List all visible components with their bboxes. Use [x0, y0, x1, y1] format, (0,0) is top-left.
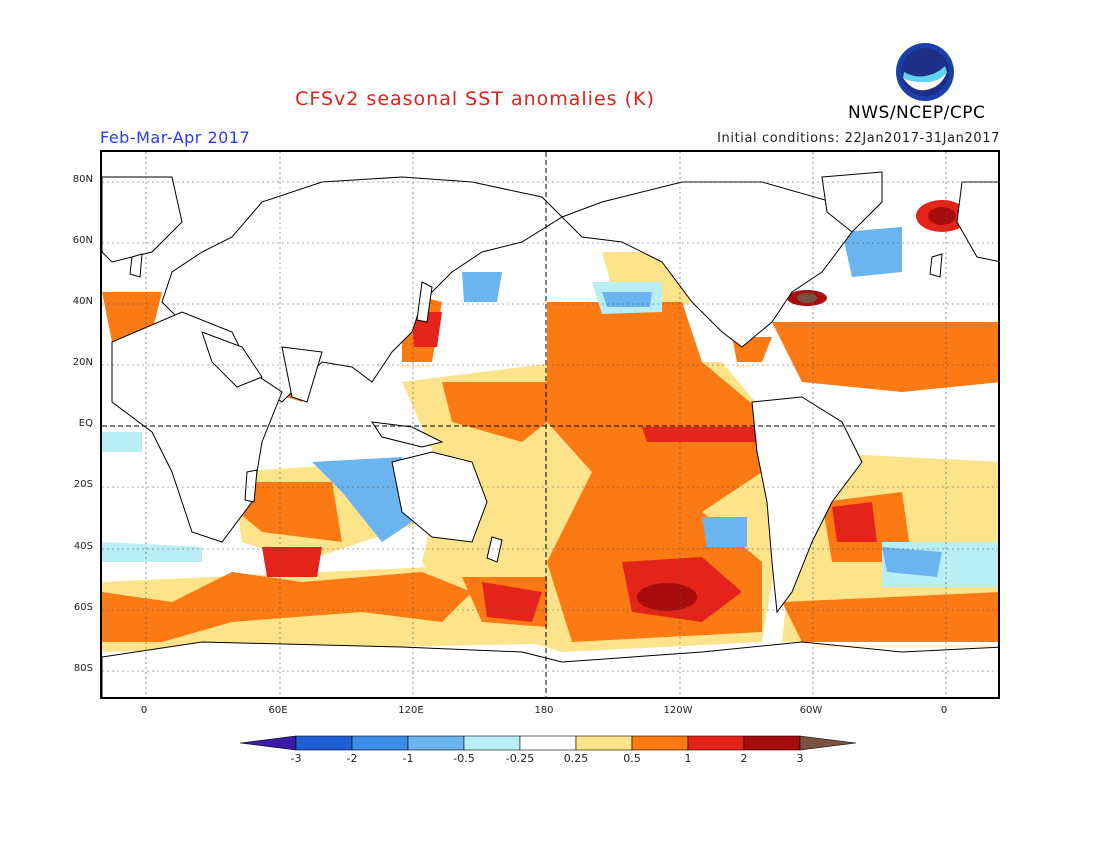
colorbar [240, 735, 857, 751]
grid-lines [102, 152, 998, 697]
colorbar-segment [575, 735, 633, 751]
lon-label: 0 [140, 705, 148, 716]
colorbar-arrow-high [799, 735, 857, 751]
colorbar-segment [687, 735, 745, 751]
lon-label: 0 [940, 705, 948, 716]
cool-anomaly-fill [102, 202, 998, 587]
colorbar-segment [743, 735, 801, 751]
colorbar-segment [519, 735, 577, 751]
lat-label: 80N [72, 174, 93, 185]
lon-label: 120E [398, 705, 424, 716]
colorbar-tick-label: -0.5 [453, 752, 475, 765]
lat-label: 80S [73, 663, 93, 674]
noaa-logo [896, 43, 954, 101]
equator-dateline [102, 152, 998, 697]
lat-label: 60N [72, 235, 93, 246]
initial-conditions-label: Initial conditions: 22Jan2017-31Jan2017 [717, 131, 1000, 146]
colorbar-tick-label: -0.25 [505, 752, 535, 765]
lat-label: 60S [73, 602, 93, 613]
colorbar-tick-label: 0.25 [563, 752, 589, 765]
sst-anomaly-map [102, 152, 998, 697]
organization-label: NWS/NCEP/CPC [848, 103, 986, 123]
colorbar-tick-label: -2 [346, 752, 358, 765]
map-title: CFSv2 seasonal SST anomalies (K) [295, 88, 655, 110]
lat-label: EQ [78, 418, 93, 429]
colorbar-tick-label: 0.5 [623, 752, 641, 765]
colorbar-segment [631, 735, 689, 751]
lat-label: 20N [72, 357, 93, 368]
colorbar-tick-label: -3 [290, 752, 302, 765]
lon-label: 60W [799, 705, 823, 716]
colorbar-tick-label: 3 [796, 752, 804, 765]
colorbar-segment [351, 735, 409, 751]
continents [102, 171, 998, 697]
lon-label: 120W [663, 705, 693, 716]
lon-label: 60E [268, 705, 288, 716]
lat-label: 40N [72, 296, 93, 307]
lon-label: 180 [534, 705, 554, 716]
colorbar-segment [295, 735, 353, 751]
colorbar-arrow-low [240, 735, 297, 751]
colorbar-tick-label: -1 [402, 752, 414, 765]
colorbar-tick-label: 1 [684, 752, 692, 765]
colorbar-segment [407, 735, 465, 751]
lat-label: 40S [73, 541, 93, 552]
colorbar-segment [463, 735, 521, 751]
lat-label: 20S [73, 479, 93, 490]
season-label: Feb-Mar-Apr 2017 [100, 128, 251, 147]
map-frame [100, 150, 1000, 699]
colorbar-tick-label: 2 [740, 752, 748, 765]
